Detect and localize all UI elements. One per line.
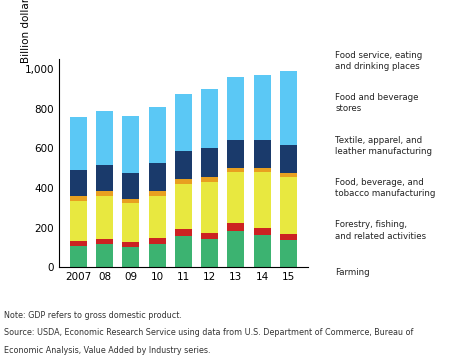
Bar — [201, 177, 218, 182]
Bar — [70, 201, 87, 241]
Text: Farming: Farming — [335, 268, 370, 278]
Bar — [227, 168, 244, 172]
Bar — [148, 163, 166, 191]
Text: Note: GDP refers to gross domestic product.: Note: GDP refers to gross domestic produ… — [4, 311, 182, 320]
Bar — [175, 94, 192, 151]
Bar — [122, 199, 140, 202]
Text: Value added to GDP by agriculture, food, and related industries, 2007-15: Value added to GDP by agriculture, food,… — [7, 15, 423, 37]
Bar — [96, 191, 113, 196]
Bar — [227, 140, 244, 168]
Bar — [201, 233, 218, 239]
Bar — [227, 77, 244, 140]
Bar — [122, 116, 140, 173]
Bar — [148, 244, 166, 267]
Bar — [96, 111, 113, 165]
Text: Textile, apparel, and
leather manufacturing: Textile, apparel, and leather manufactur… — [335, 136, 432, 156]
Bar — [280, 177, 297, 234]
Bar — [227, 231, 244, 267]
Bar — [201, 239, 218, 267]
Bar — [96, 239, 113, 244]
Bar — [70, 246, 87, 267]
Text: Source: USDA, Economic Research Service using data from U.S. Department of Comme: Source: USDA, Economic Research Service … — [4, 328, 414, 337]
Bar — [280, 240, 297, 267]
Bar — [122, 247, 140, 267]
Bar — [122, 173, 140, 199]
Bar — [122, 242, 140, 247]
Bar — [175, 236, 192, 267]
Bar — [201, 149, 218, 177]
Bar — [254, 228, 270, 235]
Bar — [70, 196, 87, 201]
Bar — [70, 170, 87, 196]
Y-axis label: Billion dollars: Billion dollars — [21, 0, 31, 64]
Bar — [280, 145, 297, 173]
Bar — [70, 117, 87, 170]
Bar — [96, 196, 113, 239]
Bar — [280, 71, 297, 145]
Bar — [227, 172, 244, 223]
Bar — [254, 168, 270, 172]
Text: Economic Analysis, Value Added by Industry series.: Economic Analysis, Value Added by Indust… — [4, 346, 211, 355]
Bar — [227, 223, 244, 231]
Bar — [175, 184, 192, 229]
Bar — [201, 89, 218, 149]
Text: Forestry, fishing,
and related activities: Forestry, fishing, and related activitie… — [335, 220, 427, 241]
Text: Food service, eating
and drinking places: Food service, eating and drinking places — [335, 51, 423, 71]
Bar — [280, 234, 297, 240]
Bar — [280, 173, 297, 177]
Bar — [175, 179, 192, 184]
Bar — [175, 229, 192, 236]
Bar — [148, 196, 166, 238]
Bar — [96, 165, 113, 191]
Bar — [122, 202, 140, 242]
Bar — [96, 244, 113, 267]
Bar — [148, 238, 166, 244]
Bar — [148, 107, 166, 163]
Bar — [70, 241, 87, 246]
Bar — [175, 151, 192, 179]
Bar — [254, 172, 270, 228]
Bar — [254, 235, 270, 267]
Text: Food and beverage
stores: Food and beverage stores — [335, 93, 419, 113]
Bar — [254, 140, 270, 168]
Bar — [201, 182, 218, 233]
Bar — [254, 75, 270, 140]
Text: Food, beverage, and
tobacco manufacturing: Food, beverage, and tobacco manufacturin… — [335, 178, 436, 198]
Bar — [148, 191, 166, 196]
